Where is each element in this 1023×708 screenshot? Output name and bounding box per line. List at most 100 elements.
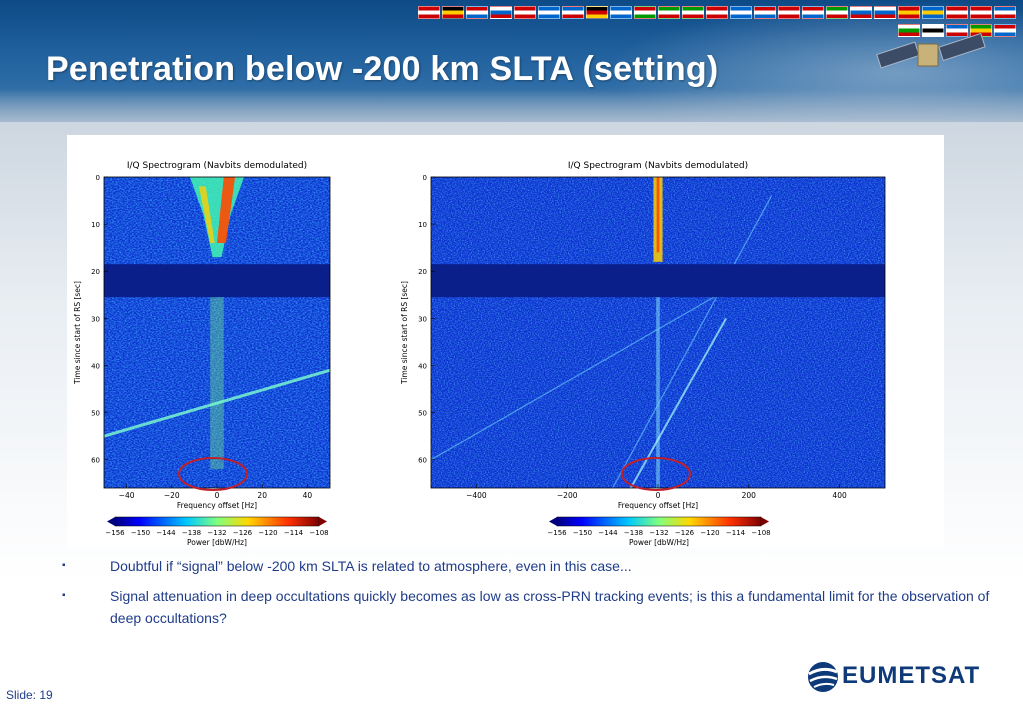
y-tick-label: 10	[418, 221, 427, 229]
y-tick-label: 0	[96, 174, 100, 182]
signal-layer	[431, 177, 885, 488]
flag-icon	[514, 6, 536, 19]
colorbar-extend-low	[549, 517, 557, 526]
flag-icon	[826, 6, 848, 19]
flag-icon	[754, 6, 776, 19]
y-axis-label: Time since start of RS [sec]	[73, 281, 82, 385]
y-tick-label: 30	[91, 315, 100, 323]
bullet-text: Doubtful if “signal” below -200 km SLTA …	[110, 558, 632, 574]
flag-icon	[778, 6, 800, 19]
cross-prn-line	[629, 317, 727, 488]
colorbar-extend-low	[107, 517, 115, 526]
signal-layer	[104, 177, 330, 470]
y-tick-label: 50	[418, 410, 427, 418]
cross-prn-line	[104, 368, 330, 438]
flag-icon	[994, 6, 1016, 19]
colorbar-extend-high	[319, 517, 327, 526]
flag-icon	[970, 6, 992, 19]
x-tick-label: 0	[656, 491, 661, 500]
flag-icon	[682, 6, 704, 19]
flag-icon	[418, 6, 440, 19]
colorbar-tick-label: −156	[547, 529, 567, 537]
y-axis-label: Time since start of RS [sec]	[400, 281, 409, 385]
x-axis-label: Frequency offset [Hz]	[618, 501, 698, 510]
spectrogram-panel-2: I/Q Spectrogram (Navbits demodulated) 0 10…	[400, 161, 886, 547]
flag-icon	[898, 6, 920, 19]
y-tick-label: 60	[91, 457, 100, 465]
flag-icon	[802, 6, 824, 19]
colorbar-tick-label: −120	[258, 529, 277, 537]
colorbar-label: Power [dbW/Hz]	[629, 538, 689, 547]
x-tick-label: −200	[557, 491, 578, 500]
colorbar-tick-label: −114	[284, 529, 304, 537]
x-tick-label: 400	[832, 491, 847, 500]
x-tick-label: 20	[257, 491, 267, 500]
annotation-ellipse	[178, 457, 248, 491]
colorbar-tick-label: −108	[751, 529, 770, 537]
cross-prn-line	[431, 289, 727, 461]
flag-icon	[850, 6, 872, 19]
spectrogram-figure: I/Q Spectrogram (Navbits demodulated) 0 10…	[67, 135, 944, 548]
colorbar-tick-label: −114	[726, 529, 746, 537]
signal-peak	[656, 177, 660, 253]
flag-icon	[946, 6, 968, 19]
spectrogram-svg: I/Q Spectrogram (Navbits demodulated) 0 10…	[73, 161, 886, 547]
colorbar-tick-label: −144	[156, 529, 176, 537]
colorbar	[556, 516, 762, 527]
signal-fade	[210, 294, 224, 470]
flag-icon	[490, 6, 512, 19]
slide-number: Slide: 19	[6, 688, 53, 702]
colorbar-tick-label: −138	[182, 529, 201, 537]
flag-icon	[874, 6, 896, 19]
y-tick-label: 40	[418, 362, 427, 370]
y-tick-label: 50	[91, 410, 100, 418]
globe-icon	[808, 662, 838, 692]
bullet-marker: ▪	[62, 560, 66, 571]
colorbar-tick-label: −150	[573, 529, 592, 537]
flag-icon	[610, 6, 632, 19]
flag-icon	[994, 24, 1016, 37]
signal-peak	[217, 177, 236, 243]
flag-icon	[730, 6, 752, 19]
x-axis-label: Frequency offset [Hz]	[177, 501, 257, 510]
data-gap-band	[431, 264, 885, 298]
colorbar-tick-label: −132	[207, 529, 226, 537]
colorbar-label: Power [dbW/Hz]	[187, 538, 247, 547]
x-tick-label: 40	[303, 491, 313, 500]
y-tick-label: 60	[418, 457, 427, 465]
bullet-text: Signal attenuation in deep occultations …	[110, 588, 990, 626]
cross-prn-line	[612, 195, 773, 488]
y-tick-label: 10	[91, 221, 100, 229]
colorbar-tick-label: −126	[675, 529, 695, 537]
flag-icon	[922, 6, 944, 19]
annotation-ellipse	[621, 457, 691, 491]
bullet-item: ▪ Signal attenuation in deep occultation…	[62, 585, 992, 629]
satellite-graphic	[876, 32, 986, 69]
y-tick-label: 20	[418, 268, 427, 276]
bullet-list: ▪ Doubtful if “signal” below -200 km SLT…	[62, 555, 992, 637]
flag-strip	[418, 6, 1018, 42]
flag-icon	[922, 24, 944, 37]
colorbar-tick-label: −120	[700, 529, 719, 537]
flag-icon	[634, 6, 656, 19]
x-tick-label: 200	[742, 491, 757, 500]
spectrogram-panel-1: I/Q Spectrogram (Navbits demodulated) 0 10…	[73, 161, 331, 547]
x-tick-label: −20	[164, 491, 180, 500]
colorbar-tick-label: −138	[624, 529, 643, 537]
colorbar-extend-high	[761, 517, 769, 526]
y-tick-label: 20	[91, 268, 100, 276]
header-fade	[0, 90, 1023, 122]
colorbar	[114, 516, 320, 527]
flag-icon	[946, 24, 968, 37]
colorbar-tick-label: −126	[233, 529, 253, 537]
signal-fade	[656, 294, 660, 488]
eumetsat-logo: EUMETSAT	[806, 658, 981, 694]
flag-icon	[898, 24, 920, 37]
x-tick-label: −400	[466, 491, 487, 500]
flag-icon	[466, 6, 488, 19]
flag-icon	[538, 6, 560, 19]
signal-peak	[198, 186, 215, 243]
y-tick-label: 30	[418, 315, 427, 323]
colorbar-tick-label: −156	[105, 529, 125, 537]
colorbar-tick-label: −144	[598, 529, 618, 537]
